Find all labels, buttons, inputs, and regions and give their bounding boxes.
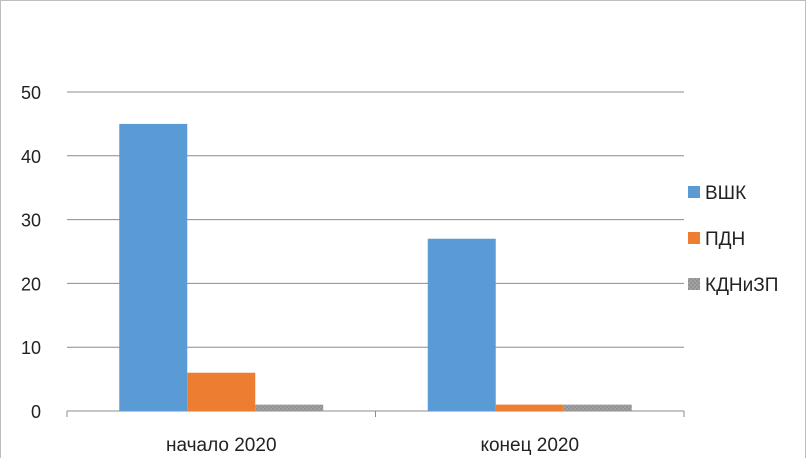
legend-label-1: ВШК <box>705 183 746 204</box>
y-tick-label: 0 <box>31 402 41 422</box>
y-tick-label: 50 <box>21 83 41 103</box>
legend-swatch-1 <box>688 186 700 198</box>
bar-2-2 <box>495 404 564 411</box>
legend-label-2: ПДН <box>705 229 745 250</box>
bar-2-1 <box>187 372 256 411</box>
y-tick-label: 20 <box>21 274 41 294</box>
category-label: конец 2020 <box>480 435 579 456</box>
bar-3-2 <box>563 404 632 411</box>
bar-3-1 <box>255 404 324 411</box>
y-tick-label: 40 <box>21 147 41 167</box>
y-tick-label: 10 <box>21 338 41 358</box>
bar-1-2 <box>427 238 496 411</box>
bar-1-1 <box>119 123 188 412</box>
legend-label-3: КДНиЗП <box>705 275 778 296</box>
legend-swatch-2 <box>688 232 700 244</box>
y-tick-label: 30 <box>21 211 41 231</box>
category-label: начало 2020 <box>166 435 277 456</box>
legend-swatch-3 <box>688 278 700 290</box>
